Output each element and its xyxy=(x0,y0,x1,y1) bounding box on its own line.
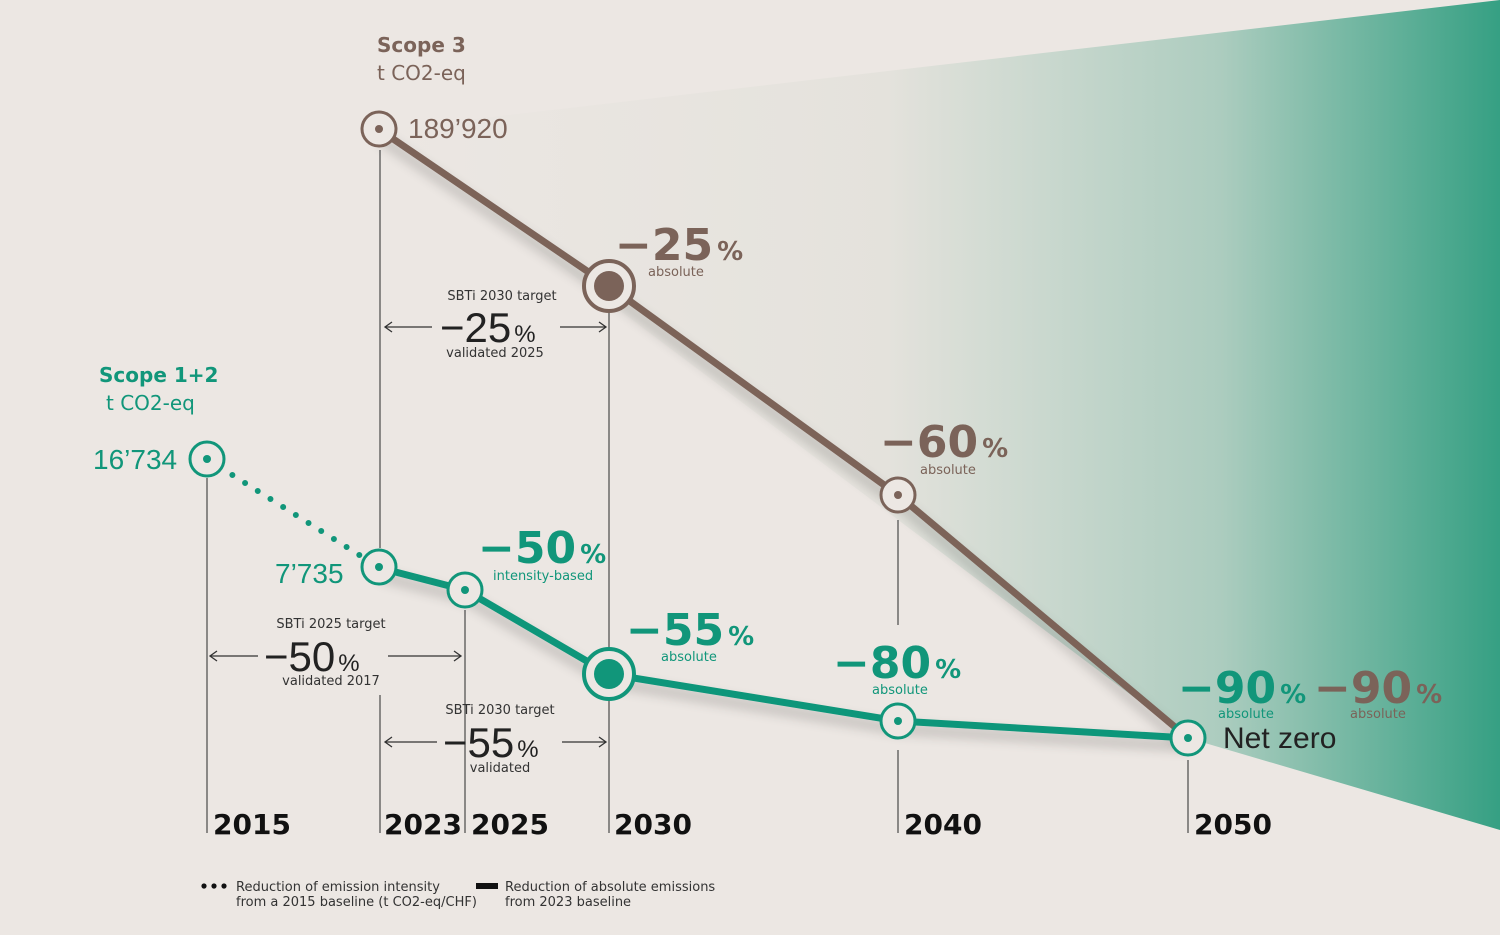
svg-text:validated: validated xyxy=(470,761,530,776)
scope3-2050-sub: absolute xyxy=(1350,707,1406,722)
scope12-2030-value: −55 xyxy=(626,605,724,656)
scope3-label-2040: −60% absolute xyxy=(880,417,1008,478)
scope12-marker-2030 xyxy=(582,647,636,701)
scope12-2050-value: −90 xyxy=(1178,663,1276,714)
scope12-2023-value: 7’735 xyxy=(275,558,344,589)
scope3-line xyxy=(378,127,1191,741)
x-tick-2030: 2030 xyxy=(614,808,692,841)
scope12-marker-2050 xyxy=(1169,719,1207,757)
svg-text:−50%: −50% xyxy=(264,633,360,680)
scope3-marker-2023 xyxy=(360,110,398,148)
scope3-2030-sub: absolute xyxy=(648,265,704,280)
scope12-marker-2015 xyxy=(188,440,226,478)
scope3-2040-sub: absolute xyxy=(920,463,976,478)
net-zero-label: Net zero xyxy=(1223,722,1336,755)
scope3-unit: t CO2-eq xyxy=(377,61,466,85)
vertical-guide-lines xyxy=(206,150,1189,833)
scope3-2050-value: −90 xyxy=(1314,663,1412,714)
x-tick-2025: 2025 xyxy=(471,808,549,841)
background-gradient-wedge xyxy=(380,0,1500,830)
scope3-title: Scope 3 xyxy=(377,33,466,57)
x-tick-2040: 2040 xyxy=(904,808,982,841)
scope12-marker-2023 xyxy=(360,548,398,586)
scope12-marker-2025 xyxy=(446,571,484,609)
x-tick-2023: 2023 xyxy=(384,808,462,841)
svg-text:−25%: −25% xyxy=(440,304,536,351)
legend-solid-swatch xyxy=(476,883,498,889)
svg-text:−80%: −80% xyxy=(833,638,961,689)
legend-dotted-line1: Reduction of emission intensity xyxy=(236,880,440,895)
svg-text:SBTi 2025 target: SBTi 2025 target xyxy=(276,617,385,632)
legend-solid-line2: from 2023 baseline xyxy=(505,895,631,910)
scope12-2040-value: −80 xyxy=(833,638,931,689)
scope12-baseline-value: 16’734 xyxy=(93,444,177,475)
svg-text:SBTi 2030 target: SBTi 2030 target xyxy=(447,289,556,304)
scope12-marker-2040 xyxy=(879,702,917,740)
svg-text:−90%: −90% xyxy=(1178,663,1306,714)
svg-text:validated 2025: validated 2025 xyxy=(446,346,544,361)
scope3-baseline-value: 189’920 xyxy=(408,113,508,144)
scope12-label-2040: −80% absolute xyxy=(833,638,961,698)
legend-solid-line1: Reduction of absolute emissions xyxy=(505,880,715,895)
scope12-2050-sub: absolute xyxy=(1218,707,1274,722)
scope12-label-2050: −90% absolute xyxy=(1178,663,1306,722)
scope12-2030-sub: absolute xyxy=(661,650,717,665)
legend: Reduction of emission intensity from a 2… xyxy=(201,880,715,910)
legend-dotted-swatch xyxy=(201,883,227,889)
scope12-2025-value: −50 xyxy=(478,523,576,574)
scope3-2030-value: −25 xyxy=(615,220,713,271)
x-tick-2015: 2015 xyxy=(213,808,291,841)
scope12-label-2030: −55% absolute xyxy=(626,605,754,665)
svg-text:−50%: −50% xyxy=(478,523,606,574)
scope12-2040-sub: absolute xyxy=(872,683,928,698)
svg-text:−60%: −60% xyxy=(880,417,1008,468)
scope3-2040-value: −60 xyxy=(880,417,978,468)
svg-text:−55%: −55% xyxy=(626,605,754,656)
target-scope12-2025: SBTi 2025 target −50% validated 2017 xyxy=(208,617,463,689)
scope3-marker-2030 xyxy=(582,259,636,313)
svg-text:−25%: −25% xyxy=(615,220,743,271)
svg-text:−55%: −55% xyxy=(443,719,539,766)
target-scope3-2030: SBTi 2030 target −25% validated 2025 xyxy=(383,289,608,361)
scope3-label-2030: −25% absolute xyxy=(615,220,743,280)
scope12-title: Scope 1+2 xyxy=(99,363,218,387)
x-tick-2050: 2050 xyxy=(1194,808,1272,841)
scope12-label-2025: −50% intensity-based xyxy=(478,523,606,584)
svg-text:−90%: −90% xyxy=(1314,663,1442,714)
target-scope12-2030: SBTi 2030 target −55% validated xyxy=(383,703,608,776)
svg-text:validated 2017: validated 2017 xyxy=(282,674,380,689)
svg-text:SBTi 2030 target: SBTi 2030 target xyxy=(445,703,554,718)
scope12-unit: t CO2-eq xyxy=(106,391,195,415)
scope3-label-2050: −90% absolute xyxy=(1314,663,1442,722)
legend-dotted-line2: from a 2015 baseline (t CO2-eq/CHF) xyxy=(236,895,477,910)
scope3-marker-2040 xyxy=(879,476,917,514)
scope12-2025-sub: intensity-based xyxy=(493,569,593,584)
